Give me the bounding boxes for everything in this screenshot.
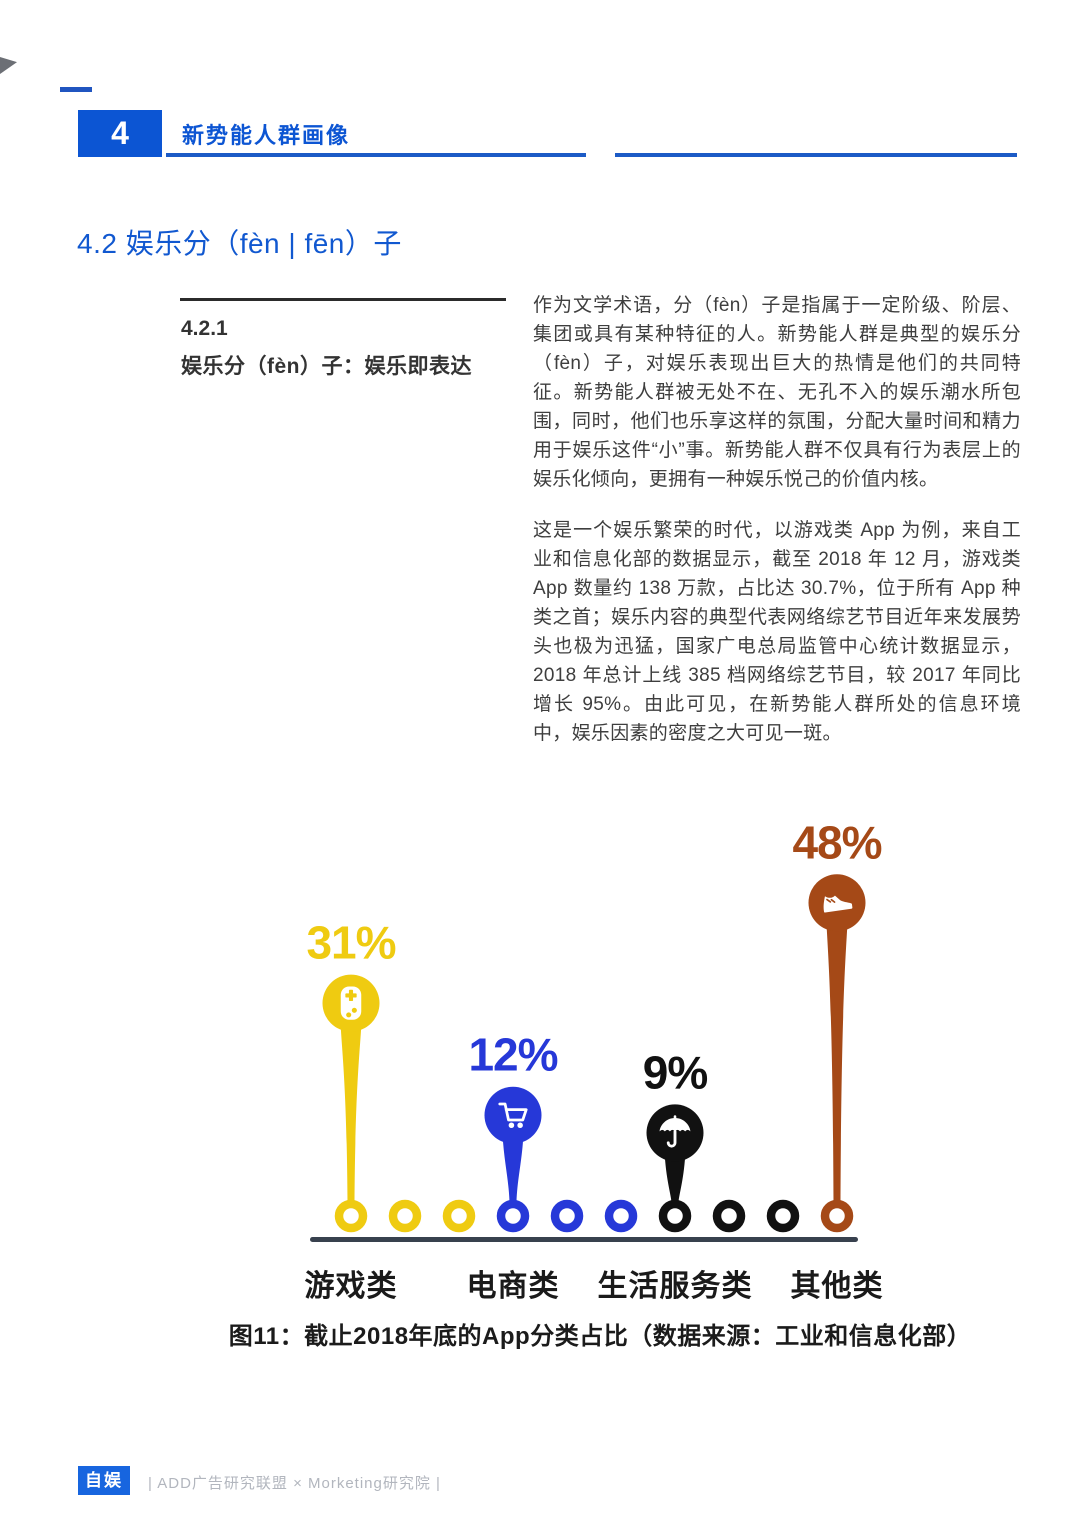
header-rule-left — [166, 153, 586, 157]
cart-icon — [498, 1102, 528, 1129]
footer-logo-badge: 自娱 — [78, 1466, 130, 1495]
marker-stem — [826, 902, 848, 1202]
app-category-chart: 31% 游戏类 12% 电商类 9% 生活服务类 48% 其他类 — [305, 818, 884, 1303]
body-paragraph-1: 作为文学术语，分（fèn）子是指属于一定阶级、阶层、集团或具有某种特征的人。新势… — [533, 295, 1021, 490]
value-label: 9% — [643, 1046, 708, 1098]
body-paragraph-2: 这是一个娱乐繁荣的时代，以游戏类 App 为例，来自工业和信息化部的数据显示，截… — [533, 520, 1021, 744]
body-text-column: 作为文学术语，分（fèn）子是指属于一定阶级、阶层、集团或具有某种特征的人。新势… — [533, 291, 1021, 748]
subsection-number: 4.2.1 — [181, 317, 228, 340]
chapter-number: 4 — [111, 115, 129, 151]
marker-gamepad: 31% 游戏类 — [305, 917, 398, 1303]
value-label: 31% — [306, 917, 395, 969]
baseline-ring — [550, 1199, 584, 1233]
marker-umbrella: 9% 生活服务类 — [598, 1046, 753, 1303]
chapter-number-badge: 4 — [78, 110, 162, 157]
baseline-ring — [334, 1199, 368, 1233]
baseline-ring — [712, 1199, 746, 1233]
category-label: 电商类 — [467, 1270, 560, 1303]
baseline-ring — [604, 1199, 638, 1233]
page-corner-mark — [0, 57, 17, 74]
section-title: 4.2 娱乐分（fèn | fēn）子 — [77, 228, 402, 259]
marker-head — [484, 1086, 542, 1144]
value-label: 48% — [792, 818, 881, 868]
marker-cart: 12% 电商类 — [467, 1029, 560, 1303]
baseline-ring — [658, 1199, 692, 1233]
baseline-ring — [496, 1199, 530, 1233]
marker-stem — [340, 1003, 362, 1202]
baseline-ring — [766, 1199, 800, 1233]
header-rule-right — [615, 153, 1017, 157]
subsection-rule — [180, 298, 506, 301]
footer-logo: 自娱 — [85, 1471, 123, 1490]
subsection-title: 娱乐分（fèn）子：娱乐即表达 — [181, 355, 472, 378]
figure-caption: 图11：截止2018年底的App分类占比（数据来源：工业和信息化部） — [228, 1323, 972, 1350]
page-edge-mark — [60, 87, 92, 92]
umbrella-icon — [659, 1115, 691, 1148]
chapter-title: 新势能人群画像 — [182, 123, 351, 148]
baseline-ring — [820, 1199, 854, 1233]
value-label: 12% — [468, 1029, 557, 1081]
chart-baseline — [310, 1237, 858, 1242]
marker-shoe: 48% 其他类 — [791, 818, 884, 1303]
footer-credit: | ADD广告研究联盟 × Morketing研究院 | — [148, 1475, 441, 1492]
category-label: 生活服务类 — [598, 1270, 753, 1303]
gamepad-icon — [340, 986, 362, 1020]
figure-chart: 31% 游戏类 12% 电商类 9% 生活服务类 48% 其他类 — [280, 818, 900, 1318]
baseline-ring — [442, 1199, 476, 1233]
shoe-icon — [823, 895, 853, 913]
category-label: 其他类 — [791, 1270, 884, 1303]
baseline-ring — [388, 1199, 422, 1233]
category-label: 游戏类 — [305, 1270, 398, 1303]
